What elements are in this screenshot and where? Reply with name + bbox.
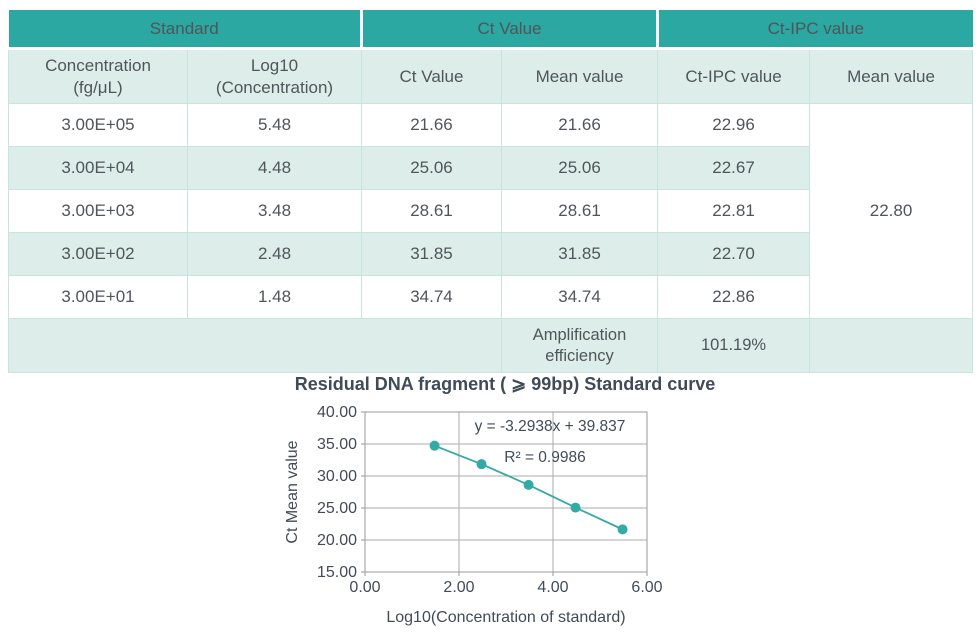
- table-cell: 25.06: [500, 146, 659, 190]
- y-tick-label: 30.00: [317, 468, 357, 485]
- standard-curve-chart: Residual DNA fragment ( ⩾ 99bp) Standard…: [0, 370, 979, 633]
- table-cell: 28.61: [500, 189, 659, 233]
- table-cell: 22.86: [657, 275, 811, 319]
- table-cell: 34.74: [500, 275, 659, 319]
- y-tick-label: 35.00: [317, 436, 357, 453]
- table-cell: 22.70: [657, 232, 811, 276]
- table-cell: 25.06: [361, 146, 502, 190]
- table-cell: 3.00E+01: [8, 275, 188, 319]
- data-point: [570, 502, 581, 513]
- table-cell: 3.00E+04: [8, 146, 188, 190]
- plot-border: [364, 411, 648, 573]
- efficiency-label: Amplification efficiency: [500, 318, 659, 373]
- x-axis-label: Log10(Concentration of standard): [386, 609, 625, 626]
- column-header-5: Mean value: [809, 48, 974, 104]
- table-cell: 1.48: [187, 275, 362, 319]
- standard-curve-table: Standard Ct Value Ct-IPC value Concentratio…: [8, 10, 974, 373]
- table-cell: 21.66: [500, 103, 659, 147]
- x-tick-label: 0.00: [349, 579, 380, 596]
- data-point: [523, 479, 534, 490]
- ct-ipc-mean-cell: 22.80: [809, 103, 974, 319]
- y-tick-label: 20.00: [317, 532, 357, 549]
- table-cell: 4.48: [187, 146, 362, 190]
- table-cell: 3.00E+05: [8, 103, 188, 147]
- data-point: [429, 440, 440, 451]
- column-header-1: Log10 (Concentration): [187, 48, 362, 104]
- scatter-plot: Residual DNA fragment ( ⩾ 99bp) Standard…: [284, 374, 716, 626]
- table-cell: 5.48: [187, 103, 362, 147]
- group-header-1: Ct Value: [359, 10, 658, 50]
- table-cell: 34.74: [361, 275, 502, 319]
- r-squared-label: R² = 0.9986: [504, 449, 585, 466]
- table-cell: 2.48: [187, 232, 362, 276]
- group-header-2: Ct-IPC value: [656, 10, 973, 50]
- column-header-2: Ct Value: [361, 48, 502, 104]
- table-row: 3.00E+01 1.48 34.74 34.74 22.86: [8, 275, 973, 319]
- table-cell: 22.67: [657, 146, 811, 190]
- table-cell: 22.81: [657, 189, 811, 233]
- table-cell: 28.61: [361, 189, 502, 233]
- table-cell: 31.85: [500, 232, 659, 276]
- empty-cell: [8, 318, 502, 373]
- efficiency-row: Amplification efficiency 101.19%: [8, 318, 974, 373]
- group-header-0: Standard: [8, 10, 362, 50]
- data-point: [617, 524, 628, 535]
- efficiency-value: 101.19%: [657, 318, 811, 373]
- table-row: 3.00E+03 3.48 28.61 28.61 22.81: [8, 189, 973, 233]
- table-cell: 31.85: [361, 232, 502, 276]
- column-header-0: Concentration (fg/μL): [8, 48, 188, 104]
- x-tick-label: 6.00: [631, 579, 662, 596]
- x-tick-label: 2.00: [443, 579, 474, 596]
- table-cell: 3.00E+02: [8, 232, 188, 276]
- column-header-3: Mean value: [500, 48, 659, 104]
- table-row: 3.00E+02 2.48 31.85 31.85 22.70: [8, 232, 973, 276]
- y-axis-label: Ct Mean value: [284, 440, 301, 543]
- table-header: Standard Ct Value Ct-IPC value Concentratio…: [8, 10, 974, 104]
- column-header-4: Ct-IPC value: [657, 48, 811, 104]
- table-body: 3.00E+05 5.48 21.66 21.66 22.96 22.80 3.00E+04…: [8, 103, 974, 373]
- equation-label: y = -3.2938x + 39.837: [475, 418, 626, 435]
- data-point: [476, 459, 487, 470]
- table-row: 3.00E+04 4.48 25.06 25.06 22.67: [8, 146, 973, 190]
- empty-cell: [809, 318, 974, 373]
- table-cell: 21.66: [361, 103, 502, 147]
- y-tick-label: 40.00: [317, 404, 357, 421]
- table-row: 3.00E+05 5.48 21.66 21.66 22.96 22.80: [8, 103, 974, 319]
- y-tick-label: 25.00: [317, 500, 357, 517]
- table-cell: 3.00E+03: [8, 189, 188, 233]
- y-tick-label: 15.00: [317, 564, 357, 581]
- x-tick-label: 4.00: [537, 579, 568, 596]
- table-cell: 3.48: [187, 189, 362, 233]
- table-cell: 22.96: [657, 103, 811, 147]
- chart-title: Residual DNA fragment ( ⩾ 99bp) Standard…: [295, 374, 716, 394]
